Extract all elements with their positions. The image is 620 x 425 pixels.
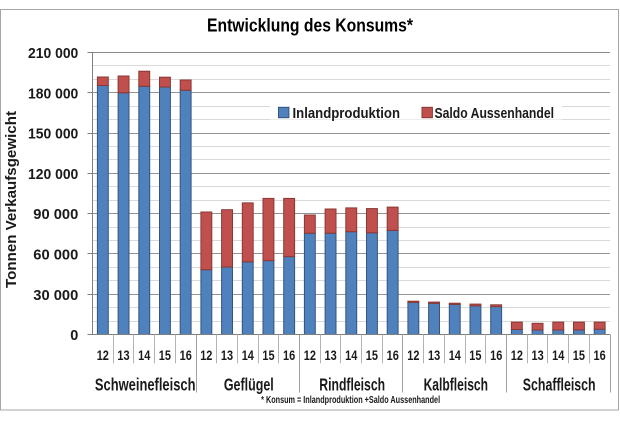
svg-text:12: 12 — [407, 348, 419, 363]
svg-text:210 000: 210 000 — [28, 46, 78, 62]
svg-text:15: 15 — [573, 348, 586, 363]
svg-text:Rindfleisch: Rindfleisch — [319, 374, 385, 394]
svg-text:Saldo Aussenhandel: Saldo Aussenhandel — [435, 106, 555, 122]
svg-text:14: 14 — [138, 348, 151, 363]
svg-text:60 000: 60 000 — [33, 248, 78, 264]
svg-text:16: 16 — [180, 348, 193, 363]
svg-text:Entwicklung des Konsums*: Entwicklung des Konsums* — [207, 15, 413, 35]
svg-text:16: 16 — [594, 348, 607, 363]
svg-text:15: 15 — [366, 348, 379, 363]
svg-text:120 000: 120 000 — [28, 167, 78, 183]
svg-text:13: 13 — [221, 348, 234, 363]
svg-text:Schaffleisch: Schaffleisch — [523, 374, 596, 394]
svg-text:13: 13 — [117, 348, 130, 363]
svg-text:12: 12 — [304, 348, 316, 363]
svg-text:12: 12 — [200, 348, 212, 363]
svg-text:14: 14 — [242, 348, 255, 363]
svg-text:12: 12 — [511, 348, 523, 363]
svg-text:14: 14 — [345, 348, 358, 363]
svg-text:180 000: 180 000 — [28, 86, 78, 102]
svg-text:16: 16 — [387, 348, 400, 363]
svg-text:Inlandproduktion: Inlandproduktion — [293, 106, 401, 122]
svg-text:14: 14 — [449, 348, 462, 363]
svg-text:0: 0 — [70, 328, 78, 344]
svg-text:12: 12 — [97, 348, 109, 363]
svg-text:150 000: 150 000 — [28, 127, 78, 143]
svg-text:90 000: 90 000 — [33, 207, 78, 223]
svg-text:13: 13 — [325, 348, 338, 363]
svg-text:Schweinefleisch: Schweinefleisch — [95, 374, 196, 394]
svg-text:16: 16 — [490, 348, 503, 363]
svg-text:Kalbfleisch: Kalbfleisch — [424, 374, 488, 394]
svg-text:13: 13 — [532, 348, 545, 363]
svg-text:30 000: 30 000 — [33, 288, 78, 304]
svg-text:15: 15 — [159, 348, 172, 363]
svg-text:Tonnen Verkaufsgewicht: Tonnen Verkaufsgewicht — [4, 111, 20, 288]
svg-text:13: 13 — [428, 348, 441, 363]
svg-text:14: 14 — [552, 348, 565, 363]
svg-text:16: 16 — [283, 348, 296, 363]
svg-text:15: 15 — [469, 348, 482, 363]
svg-text:Geflügel: Geflügel — [224, 374, 274, 394]
svg-text:* Konsum = Inlandproduktion +S: * Konsum = Inlandproduktion +Saldo Ausse… — [261, 395, 440, 406]
svg-text:15: 15 — [262, 348, 275, 363]
